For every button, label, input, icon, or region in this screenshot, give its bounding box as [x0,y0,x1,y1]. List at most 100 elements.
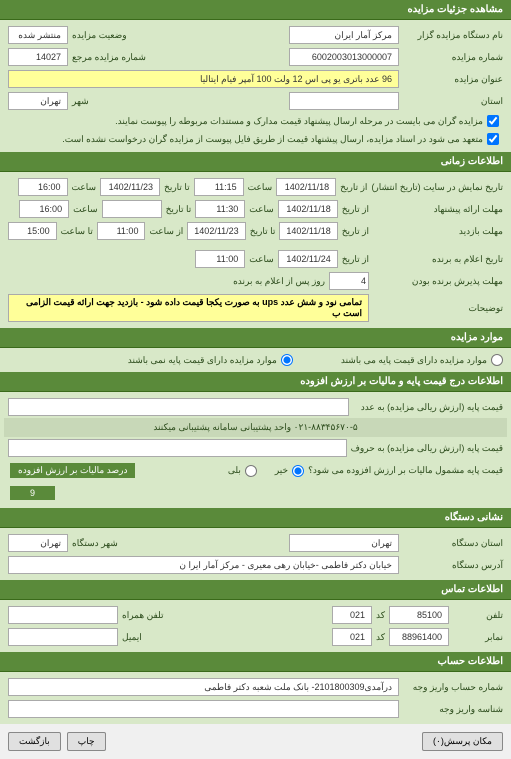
from-label-4: از تاریخ [342,254,369,265]
hour-label-4: ساعت [73,204,98,215]
subject-label: عنوان مزایده [403,74,503,85]
fromhour-label: از ساعت [149,226,183,237]
has-base-radio[interactable] [491,354,503,366]
ref-label: شماره مزایده مرجع [72,52,146,63]
proposal-label: مهلت ارائه پیشنهاد [373,204,503,215]
from-label-2: از تاریخ [342,204,369,215]
history-button[interactable]: مکان پرسش(۰) [422,732,503,751]
prop-h1-field: 11:30 [195,200,245,218]
code-label-2: کد [376,632,385,643]
fax-field: 88961400 [389,628,449,646]
tohour-label: تا ساعت [61,226,93,237]
dev-city-field: تهران [8,534,68,552]
price-txt-field [8,439,347,457]
to-label-2: تا تاریخ [166,204,192,215]
visit-h2-field: 15:00 [8,222,57,240]
dev-address-field: خیابان دکتر فاطمی -خیابان رهی معیری - مر… [8,556,399,574]
attach-checkbox[interactable] [487,115,499,127]
to-label-3: تا تاریخ [250,226,276,237]
account-num-label: شماره حساب واریز وجه [403,682,503,693]
hour-label-2: ساعت [72,182,97,193]
announce-date-field: 1402/11/24 [278,250,338,268]
subject-field: 96 عدد باتری یو پی اس 12 ولت 100 آمپر فی… [8,70,399,88]
dev-address-label: آدرس دستگاه [403,560,503,571]
section-address-body: استان دستگاه تهران شهر دستگاه تهران آدرس… [0,528,511,580]
vat-pct-value: 9 [10,486,55,500]
disp-h2-field: 16:00 [18,178,68,196]
tel-label: تلفن [453,610,503,621]
section-time-header: اطلاعات زمانی [0,152,511,172]
dev-province-label: استان دستگاه [403,538,503,549]
announce-label: تاریخ اعلام به برنده [373,254,503,265]
section-vat-header: اطلاعات درج قیمت پایه و مالیات بر ارزش ا… [0,372,511,392]
desc-label: توضیحات [373,303,503,314]
prop-to-field [102,200,162,218]
code-label-1: کد [376,610,385,621]
status-field: منتشر شده [8,26,68,44]
visit-to-field: 1402/11/23 [187,222,245,240]
dev-city-label: شهر دستگاه [72,538,118,549]
display-date-label: تاریخ نمایش در سایت (تاریخ انتشار) [371,182,503,193]
winner-suffix-label: روز پس از اعلام به برنده [233,276,325,287]
no-base-radio[interactable] [281,354,293,366]
section-address-header: نشانی دستگاه [0,508,511,528]
disp-h1-field: 11:15 [194,178,244,196]
code-field-2: 021 [332,628,372,646]
disp-from-field: 1402/11/18 [276,178,336,196]
section-details-header: مشاهده جزئیات مزایده [0,0,511,20]
winner-accept-label: مهلت پذیرش برنده بودن [373,276,503,287]
dev-province-field: تهران [289,534,399,552]
ref-field: 14027 [8,48,68,66]
commit-checkbox[interactable] [487,133,499,145]
to-label-1: تا تاریخ [164,182,190,193]
city-label: شهر [72,96,89,107]
no-base-label: موارد مزایده دارای قیمت پایه نمی باشند [128,355,277,366]
commit-label: متعهد می شود در اسناد مزایده، ارسال پیشن… [62,134,483,145]
print-button[interactable]: چاپ [67,732,106,751]
number-label: شماره مزایده [403,52,503,63]
attach-label: مزایده گران می بایست در مرحله ارسال پیشن… [115,116,483,127]
province-label: استان [403,96,503,107]
number-field: 6002003013000007 [289,48,399,66]
from-label-3: از تاریخ [342,226,369,237]
section-items-header: موارد مزایده [0,328,511,348]
disp-to-field: 1402/11/23 [100,178,160,196]
vat-pct-label: درصد مالیات بر ارزش افزوده [10,463,135,478]
email-label: ایمیل [122,632,142,643]
announce-hour-field: 11:00 [195,250,245,268]
price-txt-label: قیمت پایه (ارزش ریالی مزایده) به حروف [351,443,503,454]
price-num-field [8,398,349,416]
prop-h2-field: 16:00 [19,200,69,218]
footer-buttons: مکان پرسش(۰) چاپ بازگشت [0,724,511,759]
city-field: تهران [8,92,68,110]
section-items-body: موارد مزایده دارای قیمت پایه می باشند مو… [0,348,511,372]
vat-question-label: قیمت پایه مشمول مالیات بر ارزش افزوده می… [308,465,503,476]
account-num-field: درآمدی2101800309- بانک ملت شعبه دکتر فاط… [8,678,399,696]
vat-no-label: خیر [275,465,288,476]
mobile-field [8,606,118,624]
section-contact-body: تلفن 85100 کد 021 تلفن همراه نمابر 88961… [0,600,511,652]
deposit-id-label: شناسه واریز وجه [403,704,503,715]
code-field-1: 021 [332,606,372,624]
email-field [8,628,118,646]
deposit-id-field [8,700,399,718]
tel-field: 85100 [389,606,449,624]
section-vat-body: قیمت پایه (ارزش ریالی مزایده) به عدد ۰۲۱… [0,392,511,508]
hour-label-3: ساعت [249,204,274,215]
vat-yes-radio[interactable] [245,465,257,477]
has-base-label: موارد مزایده دارای قیمت پایه می باشند [341,355,487,366]
hour-label-1: ساعت [248,182,273,193]
org-label: نام دستگاه مزایده گزار [403,30,503,41]
visit-from-field: 1402/11/18 [279,222,337,240]
vat-no-radio[interactable] [292,465,304,477]
support-phone-strip: ۰۲۱-۸۸۳۴۵۶۷۰-۵ واحد پشتیبانی سامانه پشتی… [4,418,507,437]
section-account-header: اطلاعات حساب [0,652,511,672]
price-num-label: قیمت پایه (ارزش ریالی مزایده) به عدد [353,402,503,413]
fax-label: نمابر [453,632,503,643]
prop-from-field: 1402/11/18 [278,200,338,218]
back-button[interactable]: بازگشت [8,732,61,751]
org-field: مرکز آمار ایران [289,26,399,44]
visit-label: مهلت بازدید [373,226,503,237]
visit-h1-field: 11:00 [97,222,146,240]
province-field [289,92,399,110]
